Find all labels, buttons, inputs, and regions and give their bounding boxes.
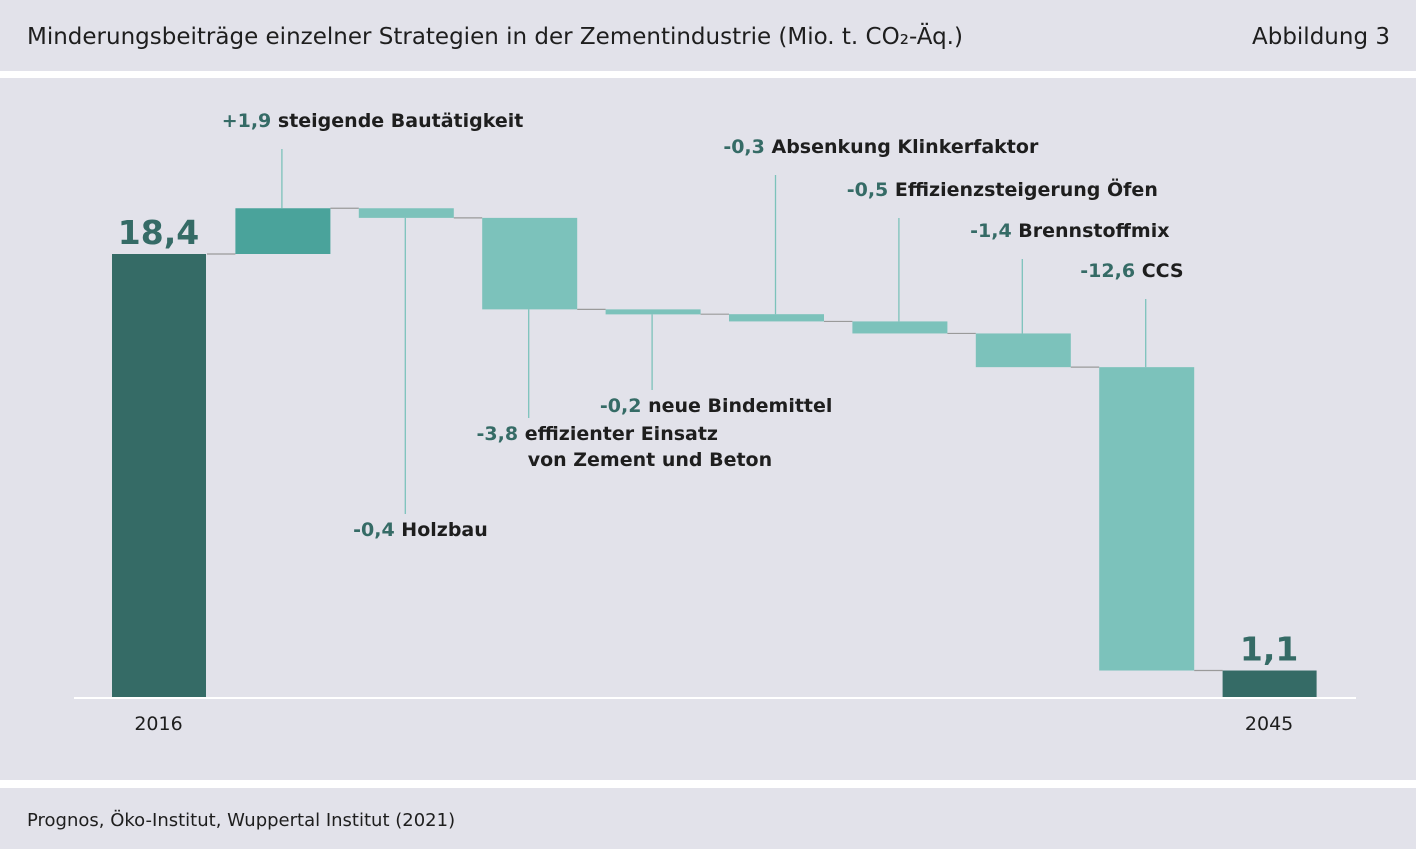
bar-start-2016 bbox=[112, 254, 206, 697]
bar-step-5 bbox=[729, 314, 824, 322]
step-name-2: Holzbau bbox=[401, 519, 487, 541]
step-name-7: Brennstoffmix bbox=[1018, 220, 1169, 242]
step-name-6: Effizienzsteigerung Öfen bbox=[895, 177, 1158, 201]
value-label-end: 1,1 bbox=[1240, 630, 1298, 669]
step-name-4: neue Bindemittel bbox=[648, 395, 832, 417]
step-value-7: -1,4 bbox=[970, 220, 1018, 242]
step-name-3: effizienter Einsatz bbox=[525, 423, 718, 445]
value-label-start: 18,4 bbox=[118, 213, 199, 252]
step-value-4: -0,2 bbox=[600, 395, 648, 417]
bar-step-4 bbox=[605, 309, 701, 315]
step-label-5: -0,3 Absenkung Klinkerfaktor bbox=[723, 136, 1039, 158]
step-value-1: +1,9 bbox=[222, 110, 278, 132]
bar-step-8 bbox=[1099, 367, 1195, 671]
bar-step-2 bbox=[358, 208, 454, 218]
step-value-2: -0,4 bbox=[353, 519, 401, 541]
figure-footer: Prognos, Öko-Institut, Wuppertal Institu… bbox=[0, 788, 1416, 849]
step-label-8: -12,6 CCS bbox=[1080, 260, 1183, 282]
bar-end-2045 bbox=[1222, 670, 1317, 697]
step-label-3: -3,8 effizienter Einsatz bbox=[477, 423, 718, 445]
step-value-5: -0,3 bbox=[723, 136, 771, 158]
step-name-1: steigende Bautätigkeit bbox=[278, 110, 523, 132]
figure-number: Abbildung 3 bbox=[1251, 24, 1390, 50]
step-value-8: -12,6 bbox=[1080, 260, 1141, 282]
source-note: Prognos, Öko-Institut, Wuppertal Institu… bbox=[27, 810, 456, 831]
step-name-8: CCS bbox=[1142, 260, 1184, 282]
x-tick-2016: 2016 bbox=[134, 713, 182, 735]
figure-title: Minderungsbeiträge einzelner Strategien … bbox=[27, 24, 963, 50]
step-name-5: Absenkung Klinkerfaktor bbox=[772, 136, 1039, 158]
bar-step-1 bbox=[235, 208, 331, 254]
step-label-4: -0,2 neue Bindemittel bbox=[600, 395, 833, 417]
step-label-2: -0,4 Holzbau bbox=[353, 519, 488, 541]
bar-step-7 bbox=[975, 333, 1071, 368]
bar-step-6 bbox=[852, 321, 948, 334]
x-tick-2045: 2045 bbox=[1245, 713, 1293, 735]
figure-header: Minderungsbeiträge einzelner Strategien … bbox=[0, 0, 1416, 71]
step-value-3: -3,8 bbox=[477, 423, 525, 445]
step-label-3-line-2: von Zement und Beton bbox=[528, 449, 772, 471]
step-value-6: -0,5 bbox=[847, 179, 895, 201]
step-label-1: +1,9 steigende Bautätigkeit bbox=[222, 110, 524, 132]
bar-step-3 bbox=[482, 217, 578, 310]
step-label-6: -0,5 Effizienzsteigerung Öfen bbox=[847, 177, 1158, 201]
step-label-7: -1,4 Brennstoffmix bbox=[970, 220, 1169, 242]
